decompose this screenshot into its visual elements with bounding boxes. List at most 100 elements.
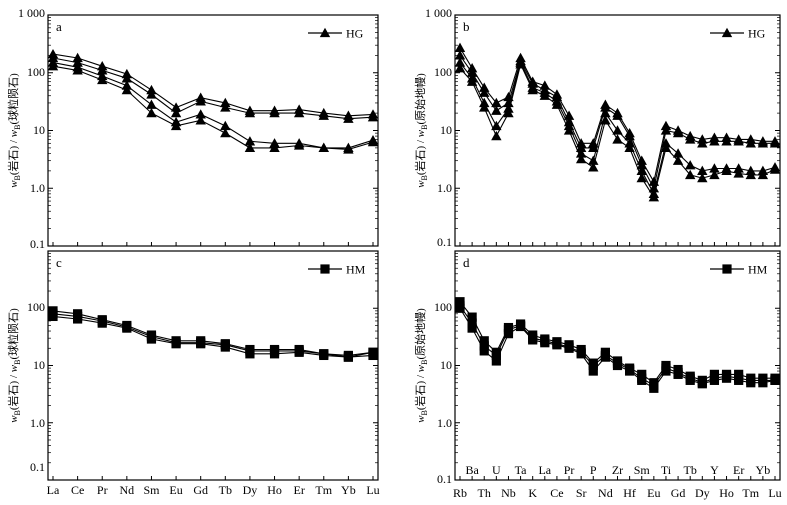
data-point [697, 165, 708, 176]
y-tick-label: 10 [440, 123, 452, 137]
x-tick-label: Ti [661, 463, 672, 477]
y-axis-title-part: (岩石) / [413, 372, 427, 410]
data-point [636, 160, 647, 170]
x-tick-label: Tm [315, 483, 332, 497]
data-point [48, 311, 58, 322]
data-point [146, 99, 157, 109]
data-point [661, 366, 671, 376]
data-point [122, 323, 132, 333]
x-tick-label: Sm [143, 483, 160, 497]
data-point [479, 102, 490, 112]
data-point [196, 339, 206, 349]
data-point [245, 349, 255, 359]
x-tick-label: Nd [120, 483, 135, 497]
data-point [540, 338, 550, 348]
y-tick-label: 0.1 [437, 472, 452, 486]
data-point [97, 65, 108, 75]
x-tick-label: Y [710, 463, 719, 477]
data-point [244, 107, 256, 118]
series-line [52, 53, 374, 117]
x-tick-label: Gd [193, 483, 208, 497]
y-axis-title-part: w [8, 129, 20, 137]
y-tick-label: 100 [434, 300, 452, 314]
data-point [170, 120, 182, 131]
y-axis-title-part: w [8, 180, 20, 188]
data-point [318, 110, 329, 120]
data-point [97, 318, 107, 328]
x-tick-label: Ce [550, 486, 563, 500]
data-point [170, 102, 182, 112]
data-point [491, 350, 501, 361]
data-point [73, 314, 83, 324]
data-point [528, 335, 538, 345]
x-tick-label: Nb [501, 486, 516, 500]
x-tick-label: Ho [719, 486, 734, 500]
x-tick-label: Tm [742, 486, 759, 500]
data-point [97, 74, 108, 85]
y-axis-title: wB(岩石) / wB(球粒陨石) [6, 73, 22, 188]
data-point [220, 120, 231, 131]
data-point [685, 375, 695, 385]
data-point [121, 84, 133, 95]
data-point [220, 102, 231, 112]
x-tick-label: Pr [564, 463, 575, 477]
y-tick-label: 0.1 [437, 235, 452, 249]
y-tick-label: 1.0 [437, 181, 452, 195]
legend-marker [722, 264, 732, 274]
data-point [318, 142, 329, 153]
x-tick-label: Nd [598, 486, 613, 500]
x-tick-label: Eu [647, 486, 660, 500]
y-tick-label: 1.0 [30, 416, 45, 430]
data-point [746, 378, 756, 388]
y-axis-title-part: B [13, 175, 22, 180]
y-tick-label: 100 [434, 65, 452, 79]
data-point [466, 76, 478, 86]
data-point [491, 130, 502, 141]
y-axis-title-part: w [8, 415, 20, 423]
y-axis-title: wB(岩石) / wB(原始地幔) [413, 73, 429, 188]
y-tick-label: 1.0 [30, 181, 45, 195]
data-point [467, 323, 477, 333]
data-point [758, 378, 768, 388]
data-point [745, 138, 756, 148]
data-point [672, 155, 684, 165]
data-point [684, 134, 696, 144]
data-point [769, 164, 781, 174]
x-tick-label: P [590, 463, 597, 477]
x-tick-label: Th [478, 486, 491, 500]
y-tick-label: 0.1 [30, 460, 45, 474]
y-tick-label: 1 000 [425, 6, 452, 20]
data-point [454, 57, 466, 67]
data-point [491, 97, 502, 108]
data-point [733, 136, 744, 146]
data-point [244, 142, 256, 153]
data-point [515, 59, 526, 69]
y-axis-title-part: B [13, 410, 22, 415]
y-tick-label: 100 [27, 65, 45, 79]
data-point [721, 373, 732, 383]
data-point [709, 136, 720, 146]
x-tick-label: Hf [623, 486, 636, 500]
y-tick-label: 10 [33, 123, 45, 137]
y-axis-title-part: B [420, 360, 429, 365]
data-point [697, 172, 708, 183]
series-line [52, 65, 374, 150]
data-point [734, 375, 744, 385]
data-point [368, 350, 378, 361]
data-point [503, 107, 514, 118]
x-tick-label: Tb [684, 463, 697, 477]
data-point [269, 142, 280, 153]
data-point [612, 134, 623, 144]
legend-marker [319, 27, 331, 38]
legend-label: HG [346, 27, 364, 41]
data-point [343, 352, 353, 362]
y-axis-title-part: B [420, 125, 429, 130]
x-tick-label: Ta [515, 463, 527, 477]
y-axis-title-part: (原始地幔) [413, 308, 427, 360]
x-tick-label: Dy [695, 486, 710, 500]
x-tick-label: Yb [341, 483, 356, 497]
x-tick-label: Ba [465, 463, 479, 477]
y-axis-title-part: w [8, 364, 20, 372]
x-tick-label: K [528, 486, 537, 500]
